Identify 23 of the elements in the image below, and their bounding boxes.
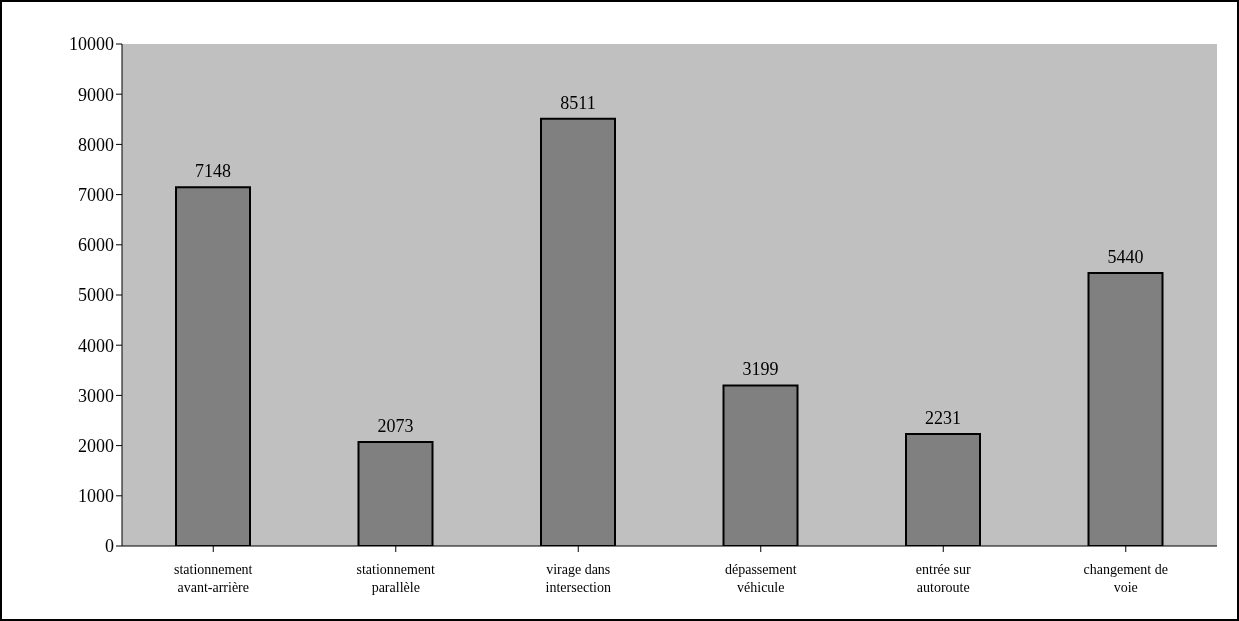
data-label: 8511	[560, 92, 596, 113]
data-label: 2231	[925, 408, 961, 428]
data-label: 3199	[742, 359, 779, 380]
y-tick-label: 1000	[78, 486, 114, 507]
y-tick-label: 4000	[78, 335, 114, 356]
y-tick-label: 0	[105, 536, 114, 557]
y-tick-label: 5000	[78, 285, 114, 306]
x-tick-label: stationnement avant-arrière	[173, 562, 253, 595]
x-tick-label: virage dans intersection	[545, 562, 611, 595]
x-tick-label: changement de voie	[1083, 562, 1168, 595]
y-tick-label: 3000	[78, 385, 114, 406]
y-tick-label: 7000	[78, 184, 114, 205]
x-tick-label: entrée sur autoroute	[915, 562, 971, 595]
data-label: 5440	[1107, 246, 1144, 267]
x-tick-label: stationnement parallèle	[356, 562, 436, 595]
y-tick-label: 2000	[78, 435, 114, 456]
data-label: 2073	[377, 415, 414, 436]
y-tick-label: 9000	[78, 84, 114, 105]
y-tick-label: 10000	[69, 34, 114, 55]
x-tick-label: dépassement véhicule	[724, 562, 797, 595]
y-tick-label: 8000	[78, 134, 114, 155]
data-label: 7148	[195, 161, 231, 182]
y-tick-label: 6000	[78, 235, 114, 256]
